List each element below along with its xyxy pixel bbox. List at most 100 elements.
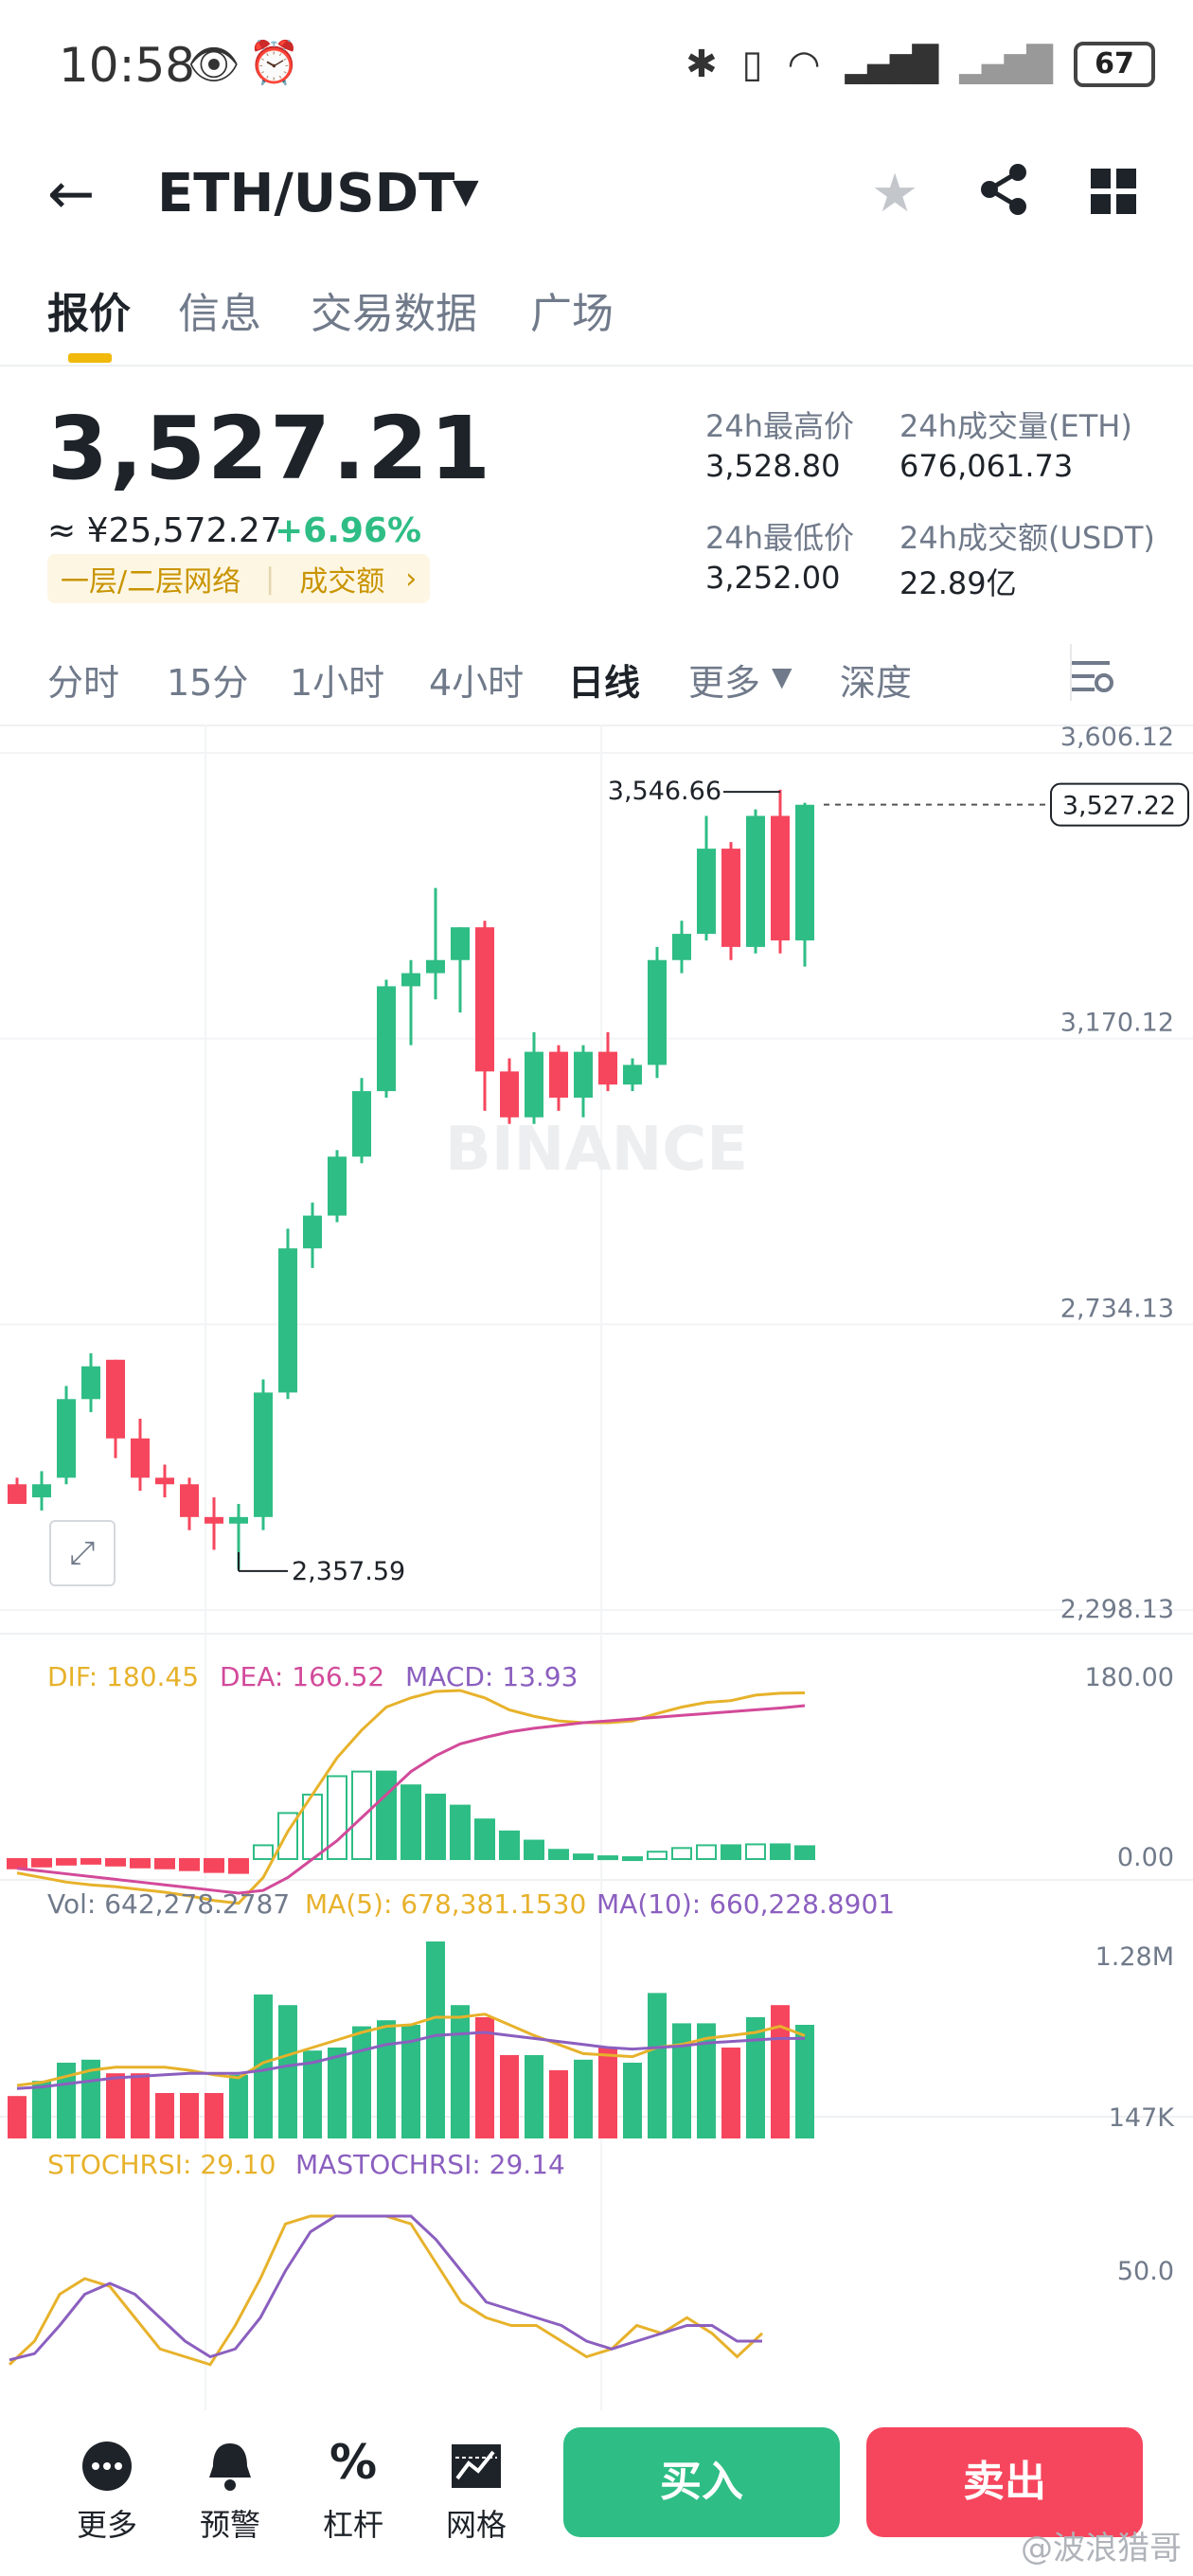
current-price-tag (1050, 782, 1189, 827)
sell-button[interactable]: 卖出 (866, 2427, 1143, 2537)
candle-body (795, 804, 814, 940)
stochrsi-axis-label: 50.0 (1117, 2257, 1174, 2286)
low-marker-label: 2,357.59 (292, 1557, 405, 1586)
macd-dif-line (16, 1689, 806, 1905)
candle-body (549, 1051, 568, 1099)
interval-15m[interactable]: 15分 (167, 662, 249, 704)
volume-bar (8, 2096, 27, 2138)
macd-histogram-bar (721, 1844, 741, 1860)
tab-quote[interactable]: 报价 (47, 290, 131, 338)
candle-body (771, 815, 790, 940)
tab-square[interactable]: 广场 (530, 290, 614, 338)
vol-axis-label: 147K (1109, 2103, 1176, 2133)
macd-histogram-bar (499, 1830, 520, 1861)
volume-bar (697, 2023, 716, 2138)
kline-chart[interactable]: 3,606.12 3,170.12 2,734.13 2,298.13 BINANCE 3… (0, 724, 1193, 2410)
vol-usdt-label: 24h成交额(USDT) (899, 520, 1155, 556)
bottom-grid[interactable]: 网格 (424, 2429, 528, 2545)
tab-info[interactable]: 信息 (178, 290, 261, 338)
divider (1070, 644, 1072, 701)
tab-trading-data[interactable]: 交易数据 (311, 290, 477, 338)
stochrsi-line (8, 2214, 764, 2367)
volume-bar (377, 2020, 396, 2138)
low-label: 24h最低价 (705, 520, 855, 556)
interval-depth[interactable]: 深度 (840, 662, 913, 704)
active-tab-indicator (68, 353, 112, 363)
interval-1d[interactable]: 日线 (568, 662, 641, 704)
more-caret-icon[interactable]: ▼ (772, 661, 792, 692)
macd-value-label: MACD: 13.93 (405, 1661, 578, 1692)
interval-1h[interactable]: 1小时 (290, 662, 385, 704)
bottom-more[interactable]: 更多 (55, 2429, 159, 2545)
volume-bar (155, 2093, 174, 2138)
mastochrsi-label: MASTOCHRSI: 29.14 (295, 2149, 565, 2180)
candle-body (205, 1516, 223, 1524)
back-arrow-icon[interactable]: ← (47, 161, 96, 227)
candle-body (155, 1477, 174, 1485)
interval-more[interactable]: 更多 (688, 662, 761, 704)
price-axis-label: 2,734.13 (1060, 1294, 1174, 1323)
macd-histogram-bar (647, 1851, 668, 1861)
candle-body (574, 1051, 593, 1099)
grid-menu-icon[interactable] (1091, 169, 1136, 218)
volume-bar (328, 2048, 347, 2138)
bottom-alert[interactable]: 预警 (178, 2429, 282, 2545)
expand-icon[interactable]: ⤢ (49, 1520, 116, 1586)
price-change: +6.96% (275, 511, 422, 550)
bottom-bar: 更多 预警 % 杠杆 网格 买入 卖出 @波浪猎哥 (0, 2420, 1193, 2576)
header: ← ETH/USDT ▼ ★ (0, 152, 1193, 237)
more-dots-icon (55, 2429, 159, 2496)
macd-histogram-bar (524, 1839, 544, 1861)
volume-bar (500, 2055, 519, 2138)
share-icon[interactable] (975, 161, 1032, 222)
vibrate-icon: ▯ (741, 43, 763, 86)
chart-settings-icon[interactable] (1068, 657, 1113, 707)
volume-bar (278, 2005, 297, 2138)
volume-tag-label: 成交额 (299, 565, 385, 599)
macd-histogram-bar (154, 1858, 175, 1869)
bottom-leverage[interactable]: % 杠杆 (301, 2429, 405, 2545)
volume-bar (106, 2073, 125, 2138)
alarm-icon: ⏰ (248, 39, 300, 87)
buy-button[interactable]: 买入 (563, 2427, 840, 2537)
vol-label: Vol: 642,278.2787 (47, 1888, 290, 1920)
candle-body (721, 849, 740, 947)
macd-histogram-bar (770, 1843, 791, 1860)
candle-body (500, 1071, 519, 1118)
candle-body (697, 849, 716, 935)
interval-4h[interactable]: 4小时 (429, 662, 525, 704)
macd-axis-label: 180.00 (1085, 1663, 1174, 1692)
candle-body (401, 973, 420, 987)
candle-body (8, 1484, 27, 1505)
bottom-alert-label: 预警 (199, 2507, 260, 2543)
candle-body (81, 1366, 100, 1400)
tag-separator: | (265, 562, 276, 596)
current-price-label: 3,527.22 (1062, 792, 1176, 821)
candle-body (254, 1392, 273, 1517)
candle-body (278, 1248, 297, 1393)
vol-axis-label: 1.28M (1095, 1942, 1174, 1972)
macd-histogram-bar (474, 1818, 495, 1860)
network-tag[interactable]: 一层/二层网络 | 成交额 › (47, 554, 431, 603)
volume-bar (254, 1995, 273, 2138)
pair-title[interactable]: ETH/USDT (157, 163, 455, 224)
candle-body (106, 1359, 125, 1439)
volume-bar (352, 2026, 371, 2138)
volume-bar (648, 1993, 667, 2138)
bluetooth-icon: ✱ (686, 43, 718, 86)
macd-histogram-bar (794, 1845, 815, 1860)
battery-icon: 67 (1074, 42, 1155, 87)
star-icon[interactable]: ★ (871, 163, 919, 224)
caret-down-icon[interactable]: ▼ (453, 172, 479, 211)
high-value: 3,528.80 (705, 448, 841, 484)
macd-dea-line (16, 1704, 806, 1895)
candle-body (623, 1064, 642, 1085)
vol-eth-label: 24h成交量(ETH) (899, 408, 1132, 444)
macd-histogram-bar (179, 1858, 200, 1871)
volume-bar (672, 2023, 691, 2138)
interval-time[interactable]: 分时 (47, 662, 120, 704)
candle-body (328, 1156, 347, 1216)
macd-histogram-bar (56, 1858, 77, 1866)
candle-body (598, 1051, 617, 1085)
mastochrsi-line (9, 2214, 762, 2362)
